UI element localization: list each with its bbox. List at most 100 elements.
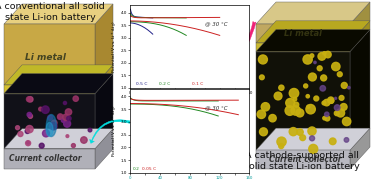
Circle shape xyxy=(71,144,75,148)
Circle shape xyxy=(26,141,31,146)
Circle shape xyxy=(325,116,330,121)
Circle shape xyxy=(50,122,57,130)
Circle shape xyxy=(277,137,286,146)
Circle shape xyxy=(341,82,347,89)
Circle shape xyxy=(308,73,316,81)
Circle shape xyxy=(329,138,336,145)
Circle shape xyxy=(66,135,69,138)
Polygon shape xyxy=(350,21,370,52)
Circle shape xyxy=(259,55,267,64)
Text: 0.5 C: 0.5 C xyxy=(136,82,148,86)
Circle shape xyxy=(65,109,72,115)
Polygon shape xyxy=(350,2,370,43)
Circle shape xyxy=(323,52,326,55)
Polygon shape xyxy=(4,74,113,94)
Circle shape xyxy=(340,104,347,110)
Circle shape xyxy=(81,137,87,143)
Circle shape xyxy=(15,126,20,130)
Ellipse shape xyxy=(46,115,56,136)
Polygon shape xyxy=(350,30,370,150)
Circle shape xyxy=(329,99,333,103)
Polygon shape xyxy=(256,2,370,24)
Circle shape xyxy=(325,51,331,58)
Circle shape xyxy=(63,114,69,121)
Circle shape xyxy=(324,99,330,106)
Text: @ 30 °C: @ 30 °C xyxy=(204,22,227,27)
Y-axis label: Potential (V vs. Li$^+$/Li$_0$): Potential (V vs. Li$^+$/Li$_0$) xyxy=(111,104,119,157)
Circle shape xyxy=(344,138,349,142)
Circle shape xyxy=(26,125,33,133)
Circle shape xyxy=(26,141,29,144)
Text: A conventional all solid
state Li-ion battery: A conventional all solid state Li-ion ba… xyxy=(0,2,105,22)
Circle shape xyxy=(26,97,31,102)
Text: A cathode-supported all
solid state Li-ion battery: A cathode-supported all solid state Li-i… xyxy=(244,151,360,171)
Text: Li metal: Li metal xyxy=(284,29,322,38)
Circle shape xyxy=(339,96,344,100)
Circle shape xyxy=(332,62,340,71)
Circle shape xyxy=(294,102,299,107)
Circle shape xyxy=(306,94,310,98)
Circle shape xyxy=(39,107,42,111)
Circle shape xyxy=(260,128,268,136)
Circle shape xyxy=(291,106,301,115)
Circle shape xyxy=(308,127,316,135)
Circle shape xyxy=(279,85,284,90)
Polygon shape xyxy=(4,85,95,94)
Y-axis label: Potential (V vs. Li$^+$/Li$_0$): Potential (V vs. Li$^+$/Li$_0$) xyxy=(111,20,119,73)
Text: 0.1 C: 0.1 C xyxy=(192,82,203,86)
Polygon shape xyxy=(256,30,370,52)
Circle shape xyxy=(314,61,316,64)
Polygon shape xyxy=(350,128,370,169)
Circle shape xyxy=(309,144,318,153)
Circle shape xyxy=(348,86,350,89)
Circle shape xyxy=(48,115,53,120)
Polygon shape xyxy=(95,65,113,94)
Text: Current collector: Current collector xyxy=(269,155,341,164)
Polygon shape xyxy=(256,52,350,150)
Polygon shape xyxy=(95,4,113,85)
Circle shape xyxy=(67,116,71,121)
Polygon shape xyxy=(4,149,95,169)
Polygon shape xyxy=(256,128,370,150)
FancyArrowPatch shape xyxy=(90,120,131,143)
Circle shape xyxy=(310,136,314,141)
Circle shape xyxy=(336,109,345,117)
Circle shape xyxy=(51,120,57,126)
Circle shape xyxy=(303,55,312,64)
Text: @ 30 °C: @ 30 °C xyxy=(204,105,227,110)
Circle shape xyxy=(335,111,339,116)
Text: 0.2 C: 0.2 C xyxy=(159,82,170,86)
Circle shape xyxy=(88,128,92,132)
Circle shape xyxy=(321,75,327,81)
Circle shape xyxy=(289,89,299,98)
Text: 0.05 C: 0.05 C xyxy=(142,167,156,171)
Text: 0.2: 0.2 xyxy=(133,167,139,171)
Polygon shape xyxy=(4,4,113,24)
Circle shape xyxy=(293,97,297,101)
Circle shape xyxy=(27,112,31,117)
Circle shape xyxy=(25,129,29,133)
Circle shape xyxy=(42,106,49,113)
Text: Li metal: Li metal xyxy=(25,53,66,62)
Circle shape xyxy=(64,101,67,105)
Circle shape xyxy=(285,106,294,115)
Circle shape xyxy=(261,103,270,111)
Circle shape xyxy=(39,143,44,148)
Polygon shape xyxy=(95,129,113,169)
FancyArrowPatch shape xyxy=(190,21,256,75)
Polygon shape xyxy=(256,21,370,43)
Circle shape xyxy=(323,116,326,120)
Circle shape xyxy=(73,96,78,101)
Circle shape xyxy=(42,130,50,137)
Polygon shape xyxy=(4,94,95,149)
Polygon shape xyxy=(4,24,95,85)
Circle shape xyxy=(320,86,325,91)
Circle shape xyxy=(307,105,310,108)
Ellipse shape xyxy=(46,122,53,136)
Circle shape xyxy=(269,114,276,122)
Circle shape xyxy=(64,120,71,127)
Polygon shape xyxy=(256,43,350,52)
Polygon shape xyxy=(256,24,350,43)
Circle shape xyxy=(328,97,334,103)
Text: Current collector: Current collector xyxy=(9,154,82,163)
